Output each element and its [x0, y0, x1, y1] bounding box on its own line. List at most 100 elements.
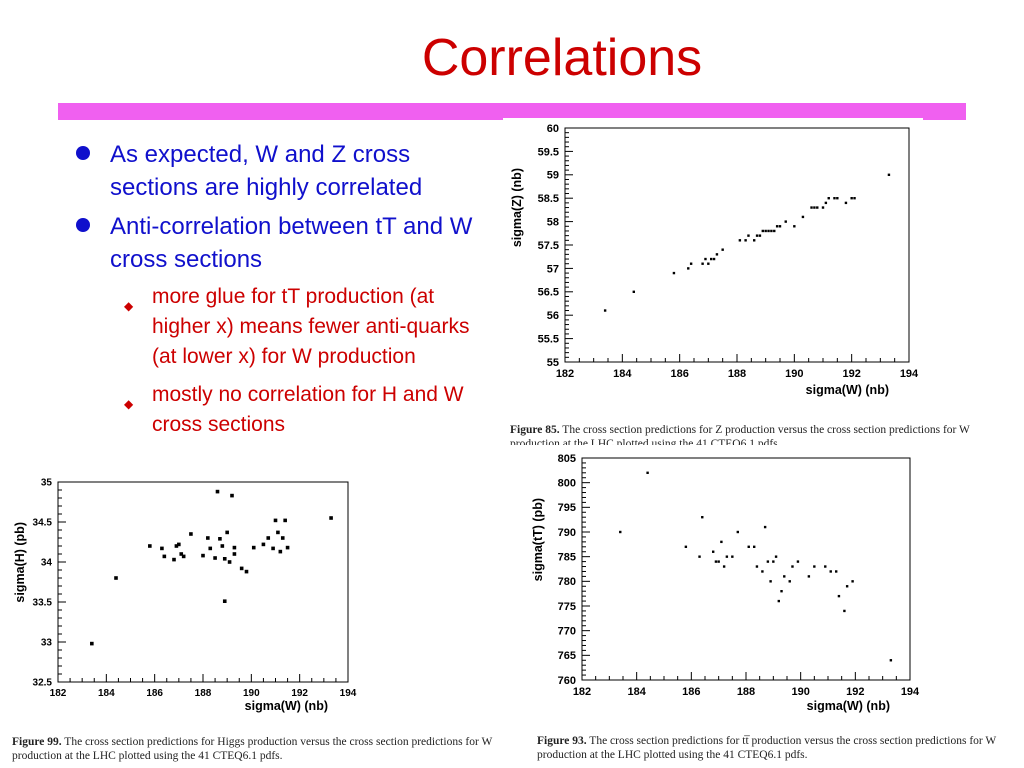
- y-tick-label: 790: [558, 527, 576, 539]
- data-point: [684, 545, 688, 548]
- data-point: [273, 518, 278, 523]
- data-point: [835, 570, 838, 573]
- data-point: [278, 549, 283, 554]
- data-point: [717, 560, 720, 563]
- sub-bullet-text: mostly no correlation for H and W cross …: [152, 383, 464, 436]
- y-tick-label: 57: [547, 263, 559, 275]
- data-point: [698, 555, 701, 558]
- sub-bullet-item: ◆ more glue for tT production (at higher…: [110, 282, 498, 372]
- y-axis-title: sigma(tT) (pb): [531, 498, 545, 581]
- x-axis-title: sigma(W) (nb): [245, 699, 328, 713]
- data-point: [148, 544, 152, 548]
- data-point: [215, 489, 220, 494]
- data-point: [777, 599, 780, 603]
- data-point: [162, 554, 167, 559]
- data-point: [232, 552, 237, 556]
- y-tick-label: 780: [558, 576, 576, 588]
- y-tick-label: 770: [558, 626, 576, 638]
- data-point: [283, 518, 287, 523]
- data-point: [801, 215, 805, 219]
- y-tick-label: 33: [41, 638, 53, 649]
- data-point: [172, 557, 176, 562]
- data-point: [619, 530, 622, 534]
- x-tick-label: 182: [573, 686, 591, 698]
- data-point: [764, 229, 767, 233]
- y-tick-label: 32.5: [33, 678, 53, 689]
- y-tick-label: 800: [558, 478, 576, 490]
- data-point: [251, 545, 256, 550]
- y-axis-title: sigma(H) (pb): [13, 522, 27, 603]
- data-point: [213, 556, 217, 560]
- y-tick-label: 56: [547, 310, 559, 322]
- data-point: [181, 554, 186, 559]
- x-tick-label: 186: [670, 368, 688, 380]
- chart-h-vs-w: 182 184 186 188 190 192 194 32.5 33 33.5 34 34.5 35 s…: [10, 472, 360, 722]
- title-underline-bar: [58, 103, 966, 120]
- data-point: [721, 248, 724, 251]
- data-point: [232, 545, 237, 550]
- data-point: [261, 542, 266, 547]
- x-tick-label: 192: [291, 688, 308, 699]
- scatter-tt-vs-w: 182 184 186 188 190 192 194 760 765 770 775 780 785 7…: [531, 453, 920, 713]
- data-point: [761, 570, 764, 573]
- y-tick-label: 35: [41, 478, 53, 489]
- data-point: [774, 555, 778, 558]
- data-point: [836, 197, 839, 200]
- data-point: [767, 229, 770, 233]
- data-point: [793, 225, 796, 228]
- data-point: [827, 197, 830, 200]
- data-point: [769, 580, 772, 583]
- x-tick-label: 188: [728, 368, 746, 380]
- data-point: [276, 530, 280, 535]
- data-point: [208, 546, 213, 551]
- data-point: [707, 262, 710, 265]
- y-tick-label: 57.5: [538, 240, 559, 252]
- bullet-dot-icon: [76, 146, 90, 160]
- data-point: [837, 594, 841, 598]
- data-point: [807, 575, 811, 578]
- x-tick-label: 184: [613, 368, 632, 380]
- data-point: [816, 206, 819, 209]
- y-tick-label: 56.5: [538, 287, 559, 299]
- data-point: [218, 537, 222, 541]
- data-point: [710, 257, 713, 261]
- slide-title: Correlations: [421, 29, 703, 87]
- y-tick-label: 765: [558, 650, 576, 662]
- diamond-bullet-icon: ◆: [124, 397, 134, 411]
- data-point: [603, 309, 607, 312]
- data-point: [714, 560, 718, 563]
- data-point: [722, 565, 726, 568]
- data-point: [704, 257, 707, 261]
- data-point: [810, 206, 813, 209]
- data-point: [672, 271, 676, 275]
- sub-bullet-item: ◆ mostly no correlation for H and W cros…: [110, 380, 498, 440]
- x-axis-title: sigma(W) (nb): [806, 383, 889, 397]
- data-point: [747, 234, 750, 237]
- y-tick-label: 59.5: [538, 146, 559, 158]
- data-point: [755, 565, 759, 568]
- x-tick-label: 194: [900, 368, 919, 380]
- data-point: [772, 560, 775, 563]
- data-point: [843, 609, 846, 613]
- x-tick-label: 192: [846, 686, 864, 698]
- data-point: [225, 530, 229, 535]
- data-point: [763, 525, 767, 529]
- data-point: [784, 220, 787, 223]
- data-point: [829, 570, 832, 573]
- x-tick-label: 184: [98, 688, 115, 699]
- data-point: [266, 536, 271, 540]
- data-point: [632, 290, 635, 293]
- data-point: [646, 471, 649, 474]
- x-tick-label: 188: [737, 686, 755, 698]
- caption-figure-85: Figure 85. The cross section predictions…: [510, 423, 1022, 445]
- y-tick-label: 34: [41, 558, 53, 569]
- data-point: [271, 546, 275, 551]
- data-point: [731, 555, 734, 558]
- x-tick-label: 186: [682, 686, 700, 698]
- y-tick-label: 58: [547, 216, 559, 228]
- data-point: [285, 545, 290, 550]
- data-point: [766, 560, 770, 563]
- plot-frame: [57, 481, 349, 683]
- data-point: [220, 544, 225, 548]
- data-point: [813, 206, 816, 209]
